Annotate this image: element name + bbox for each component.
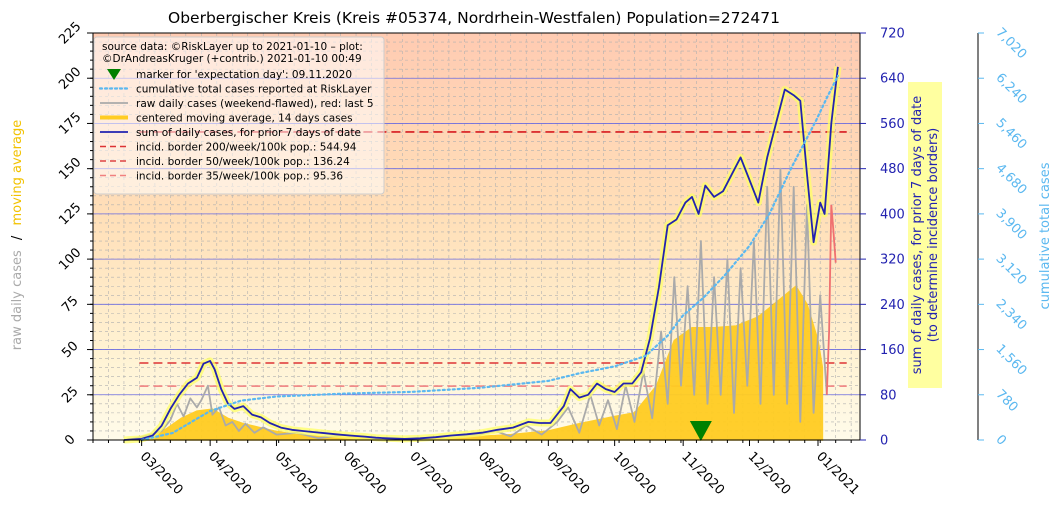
y-axis-right-cumulative: 0 780 1,560 2,340 3,120 3,900 4,680 5,460 6,240 7… [977,25,1030,449]
y-left-label-avg: moving average [10,120,25,226]
chart-title: Oberbergischer Kreis (Kreis #05374, Nord… [168,9,780,27]
y-right1-tick-label: 480 [880,162,905,177]
legend-handle-marker [107,69,121,80]
y-left-tick-label: 100 [56,245,84,273]
y-right1-tick-label: 0 [880,434,888,449]
y-right2-tick-label: 5,460 [993,116,1030,153]
y-right2-tick-label: 780 [993,387,1021,415]
y-left-label-sep: / [10,235,25,240]
y-right1-tick-label: 560 [880,117,905,132]
x-tick-label: 08/2020 [475,449,524,498]
x-axis: 03/2020 04/2020 05/2020 06/2020 07/2020 08/20… [92,440,862,498]
legend-entry-label: marker for 'expectation day': 09.11.2020 [136,69,352,81]
y-right2-tick-label: 3,120 [993,251,1030,288]
y-left-tick-label: 200 [56,64,84,92]
y-right1-tick-label: 400 [880,207,905,222]
y-right2-tick-label: 7,020 [993,25,1030,62]
y-left-label: raw daily cases / moving average [10,120,25,350]
y-axis-right-sum: 0 80 160 240 320 400 480 560 640 720 [860,27,905,449]
y-right1-label-bg [908,82,942,388]
y-right1-tick-label: 80 [880,388,897,403]
legend-box [93,36,385,195]
x-tick-label: 10/2020 [610,449,659,498]
expectation-marker-group [689,420,712,441]
y-right2-tick-label: 6,240 [993,70,1030,107]
legend-entry-label: sum of daily cases, for prior 7 days of … [136,127,361,139]
y-left-tick-label: 175 [56,110,84,138]
x-tick-label: 05/2020 [272,449,321,498]
legend-entry-label: incid. border 50/week/100k pop.: 136.24 [136,156,350,168]
y-left-tick-label: 125 [56,200,84,228]
legend-entry-label: incid. border 35/week/100k pop.: 95.36 [136,171,343,183]
y-left-label-raw: raw daily cases [10,250,25,350]
expectation-day-marker [689,420,712,441]
y-right2-tick-label: 0 [993,432,1009,448]
legend-entry-label: cumulative total cases reported at RiskL… [136,84,372,96]
y-right1-tick-label: 720 [880,27,905,42]
legend: source data: ©RiskLayer up to 2021-01-10… [93,36,385,195]
legend-entry-label: incid. border 200/week/100k pop.: 544.94 [136,142,357,154]
y-left-tick-label: 0 [62,432,78,448]
y-right1-tick-label: 640 [880,72,905,87]
y-right1-tick-label: 160 [880,343,905,358]
y-right1-label-line2: (to determine incidence borders) [926,128,941,343]
x-tick-label: 04/2020 [205,449,254,498]
legend-source-line1: source data: ©RiskLayer up to 2021-01-10… [102,41,363,53]
moving-average-area [123,285,824,441]
y-right2-tick-label: 3,900 [993,206,1030,243]
x-tick-label: 12/2020 [745,449,794,498]
x-tick-label: 06/2020 [340,449,389,498]
y-left-tick-label: 150 [56,155,84,183]
y-right1-label-line1: sum of daily cases, for prior 7 days of … [910,96,925,375]
x-tick-label: 07/2020 [406,449,455,498]
moving-average-fill [123,285,824,441]
y-right2-tick-label: 2,340 [993,297,1030,334]
y-left-tick-label: 75 [59,294,81,316]
x-tick-label: 09/2020 [544,449,593,498]
x-tick-label: 11/2020 [678,449,727,498]
y-left-tick-label: 25 [59,384,81,406]
x-tick-label: 01/2021 [813,449,862,498]
legend-entry-label: raw daily cases (weekend-flawed), red: l… [136,98,374,110]
y-left-tick-label: 50 [59,339,81,361]
legend-source-line2: ©DrAndreasKruger (+contrib.) 2021-01-10 … [102,53,362,65]
plot-frame [92,32,861,441]
raw-daily-last5-line [825,204,837,395]
y-right2-tick-label: 1,560 [993,342,1030,379]
cumulative-line [140,74,839,442]
y-right2-label: cumulative total cases [1038,162,1053,309]
y-right1-tick-label: 240 [880,298,905,313]
y-right2-tick-label: 4,680 [993,161,1030,198]
y-left-tick-label: 225 [56,19,84,47]
cumulative-line [140,74,839,442]
legend-entry-label: centered moving average, 14 days cases [136,113,353,125]
x-tick-label: 03/2020 [137,449,186,498]
y-right1-tick-label: 320 [880,253,905,268]
y-axis-left: 0 25 50 75 100 125 150 175 200 225 [56,19,93,449]
